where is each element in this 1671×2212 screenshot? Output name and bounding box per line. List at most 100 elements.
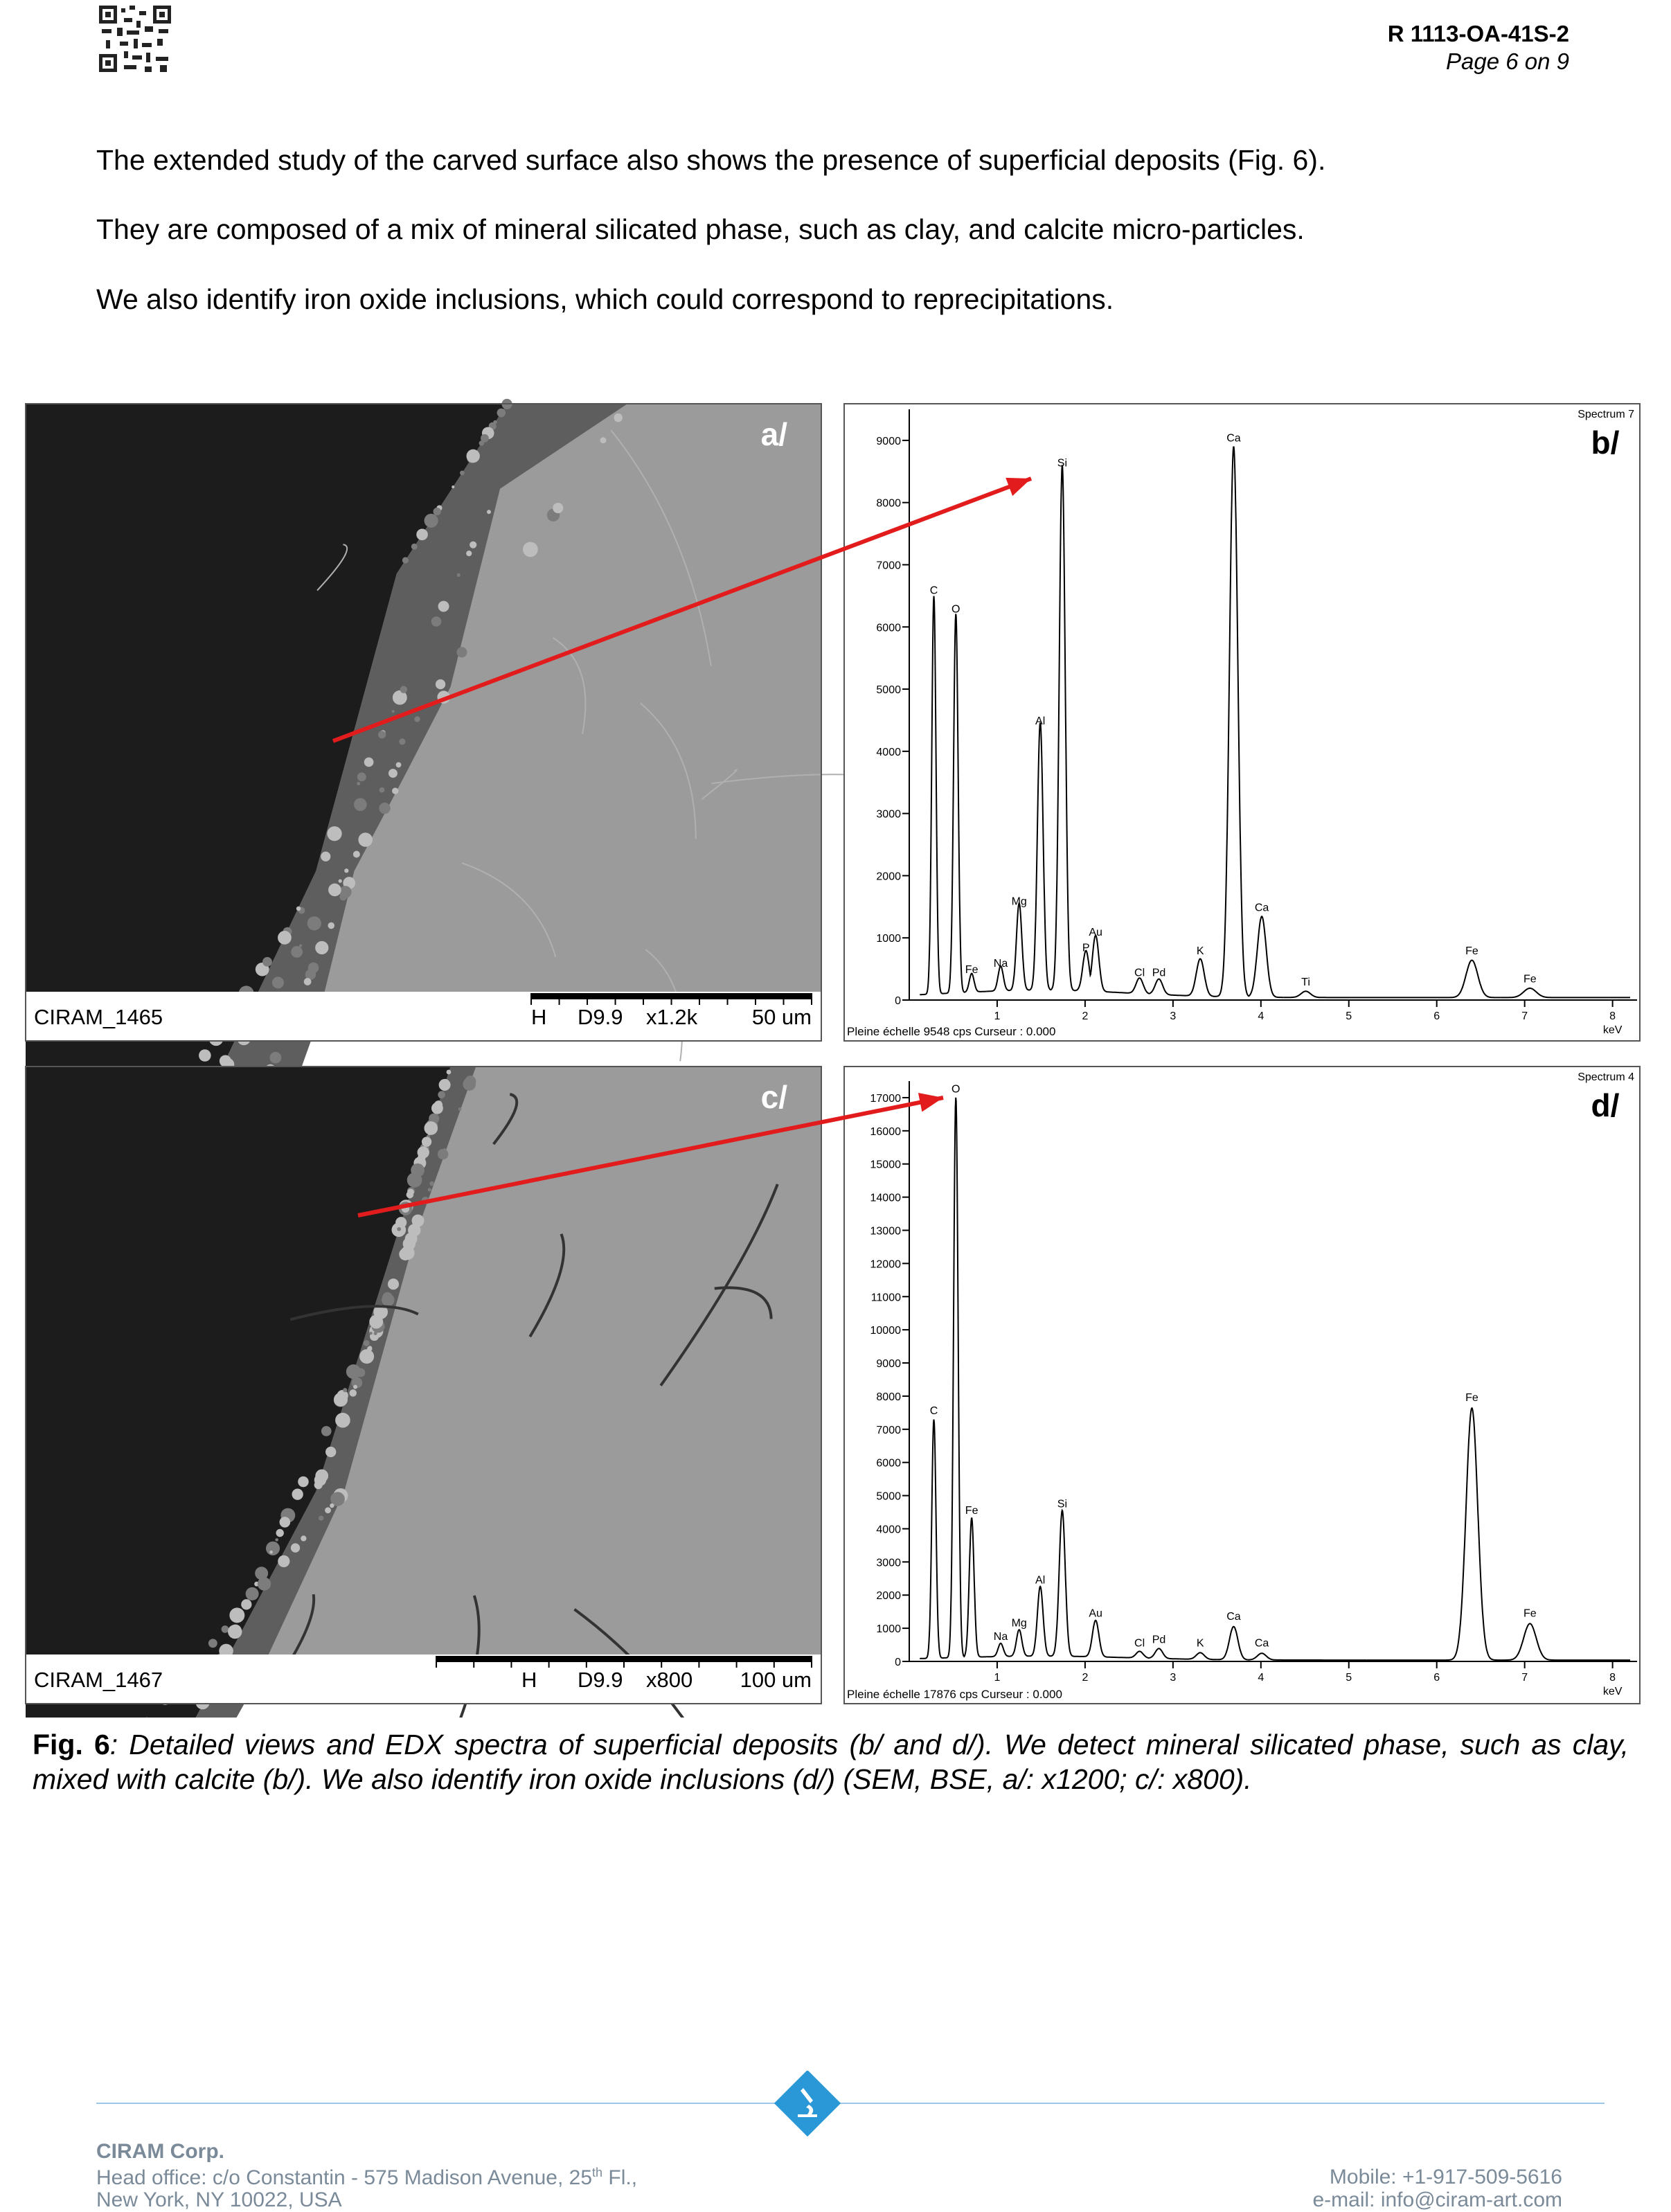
particle — [452, 485, 454, 488]
particle — [278, 931, 292, 945]
particle — [258, 1577, 271, 1590]
x-tick-label: 6 — [1433, 1672, 1440, 1684]
peak-label: Fe — [965, 1505, 979, 1517]
particle — [321, 1426, 332, 1436]
footer-mobile: Mobile: +1-917-509-5616 — [1330, 2166, 1562, 2189]
panel-label: b/ — [1591, 425, 1620, 461]
particle — [438, 601, 449, 612]
y-tick-label: 14000 — [870, 1193, 902, 1204]
particle — [370, 1332, 373, 1335]
peak-label: Si — [1057, 1498, 1067, 1510]
particle — [339, 880, 342, 883]
particle — [447, 1070, 452, 1075]
particle — [315, 1470, 328, 1483]
x-unit: keV — [1603, 1024, 1623, 1036]
address-sup: th — [592, 2166, 602, 2179]
y-tick-label: 5000 — [876, 684, 901, 696]
particle — [481, 434, 489, 443]
particle — [299, 944, 302, 947]
y-tick-label: 4000 — [876, 1524, 901, 1535]
particle — [428, 1188, 431, 1191]
particle — [328, 884, 341, 897]
particle — [357, 782, 360, 785]
particle — [407, 1188, 414, 1195]
particle — [441, 1079, 449, 1087]
peak-label: Fe — [1523, 1607, 1537, 1619]
particle — [307, 916, 321, 930]
footer-address: Head office: c/o Constantin - 575 Madiso… — [96, 2166, 637, 2190]
particle — [400, 686, 408, 693]
y-tick-label: 7000 — [876, 560, 901, 571]
particle — [364, 758, 374, 767]
peak-label: Na — [994, 1631, 1008, 1643]
x-tick-label: 8 — [1609, 1672, 1616, 1684]
peak-label: P — [1082, 943, 1090, 954]
peak-label: Au — [1089, 1607, 1102, 1619]
footer-company: CIRAM Corp. — [96, 2140, 224, 2164]
particle — [280, 1517, 291, 1528]
particle — [272, 976, 284, 988]
particle — [330, 1504, 334, 1508]
particle — [359, 1349, 374, 1364]
y-tick-label: 8000 — [876, 1391, 901, 1403]
image-id: CIRAM_1467 — [34, 1668, 163, 1692]
peak-label: C — [930, 1405, 938, 1417]
particle — [416, 529, 428, 541]
x-unit: keV — [1603, 1686, 1623, 1697]
particle — [392, 710, 395, 713]
peak-label: Ca — [1255, 902, 1269, 913]
particle — [397, 1227, 401, 1231]
x-tick-label: 4 — [1258, 1010, 1264, 1022]
particle — [319, 1515, 323, 1520]
panel-label: a/ — [761, 416, 788, 452]
particle — [436, 679, 445, 689]
y-tick-label: 0 — [895, 1657, 901, 1668]
particle — [357, 772, 366, 781]
y-tick-label: 16000 — [870, 1126, 902, 1138]
particle — [339, 886, 352, 898]
particle — [304, 978, 312, 985]
particle — [382, 1294, 394, 1306]
particle — [379, 803, 390, 814]
particle — [246, 1587, 259, 1600]
y-tick-label: 8000 — [876, 498, 901, 510]
panel-label: d/ — [1591, 1087, 1620, 1123]
particle — [414, 716, 420, 722]
particle — [418, 1146, 429, 1158]
footer-address: New York, NY 10022, USA — [96, 2188, 342, 2212]
y-tick-label: 0 — [895, 995, 901, 1007]
particle — [457, 573, 461, 577]
particle — [470, 542, 476, 548]
x-tick-label: 1 — [994, 1010, 1000, 1022]
particle — [392, 787, 398, 794]
peak-label: Al — [1035, 715, 1045, 727]
particle — [466, 551, 472, 556]
peak-label: Fe — [1523, 974, 1537, 985]
peak-label: O — [951, 1084, 960, 1096]
caption-label: Fig. 6 — [33, 1729, 110, 1760]
particle — [208, 1639, 217, 1648]
particle — [434, 508, 441, 515]
x-tick-label: 5 — [1346, 1672, 1352, 1684]
peak-label: Ca — [1226, 432, 1241, 444]
peak-label: Cl — [1134, 967, 1145, 979]
particle — [353, 1385, 357, 1389]
spectrum-footer: Pleine échelle 17876 cps Curseur : 0.000 — [847, 1688, 1062, 1701]
peak-label: Au — [1089, 927, 1102, 938]
y-tick-label: 13000 — [870, 1225, 902, 1237]
peak-label: Mg — [1012, 1618, 1027, 1630]
figure-caption: Fig. 6: Detailed views and EDX spectra o… — [33, 1727, 1629, 1796]
particle — [600, 437, 607, 443]
y-tick-label: 4000 — [876, 747, 901, 758]
particle — [427, 1132, 431, 1135]
particle — [368, 1346, 372, 1349]
y-tick-label: 15000 — [870, 1159, 902, 1171]
particle — [388, 769, 397, 778]
particle — [325, 1447, 336, 1457]
particle — [343, 1388, 347, 1392]
x-tick-label: 7 — [1521, 1672, 1528, 1684]
particle — [553, 503, 563, 513]
y-tick-label: 2000 — [876, 871, 901, 882]
